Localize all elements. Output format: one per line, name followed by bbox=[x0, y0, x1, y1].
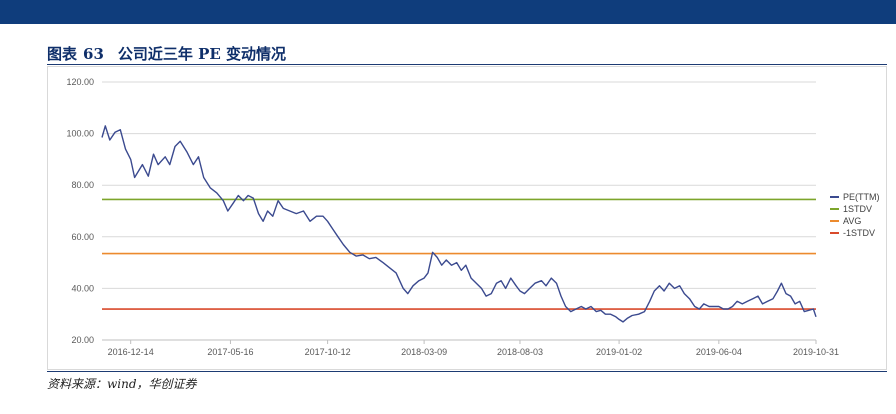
y-tick-label-3: 80.00 bbox=[71, 180, 94, 190]
legend-label-3: -1STDV bbox=[843, 228, 875, 238]
figure-title: 图表 63 公司近三年 PE 变动情况 bbox=[47, 43, 286, 64]
legend-label-2: AVG bbox=[843, 216, 861, 226]
figure-number: 63 bbox=[83, 45, 104, 63]
y-tick-label-4: 100.00 bbox=[66, 129, 94, 139]
title-rule bbox=[47, 64, 887, 65]
chart-area-border bbox=[47, 66, 887, 370]
x-tick-label-3: 2018-03-09 bbox=[401, 347, 447, 357]
source-rule bbox=[47, 371, 887, 372]
x-tick-label-6: 2019-06-04 bbox=[696, 347, 742, 357]
source-note: 资料来源：wind，华创证券 bbox=[47, 377, 197, 391]
x-tick-label-2: 2017-10-12 bbox=[305, 347, 351, 357]
y-tick-label-5: 120.00 bbox=[66, 77, 94, 87]
figure-title-text: 公司近三年 PE 变动情况 bbox=[117, 45, 287, 63]
series-line-pe-ttm bbox=[101, 125, 817, 323]
top-banner bbox=[0, 0, 896, 24]
x-tick-label-0: 2016-12-14 bbox=[108, 347, 154, 357]
x-tick-label-4: 2018-08-03 bbox=[497, 347, 543, 357]
y-tick-label-2: 60.00 bbox=[71, 232, 94, 242]
y-tick-label-1: 40.00 bbox=[71, 283, 94, 293]
pe-chart-svg: 20.00 40.00 60.00 80.00 100.00 120.00 2016-12-… bbox=[47, 66, 887, 370]
x-tick-label-5: 2019-01-02 bbox=[596, 347, 642, 357]
legend-label-0: PE(TTM) bbox=[843, 192, 880, 202]
figure-label: 图表 bbox=[47, 45, 78, 63]
y-tick-label-0: 20.00 bbox=[71, 335, 94, 345]
x-tick-label-1: 2017-05-16 bbox=[207, 347, 253, 357]
x-tick-label-7: 2019-10-31 bbox=[793, 347, 839, 357]
legend-label-1: 1STDV bbox=[843, 204, 872, 214]
pe-chart: 20.00 40.00 60.00 80.00 100.00 120.00 2016-12-… bbox=[47, 66, 887, 370]
